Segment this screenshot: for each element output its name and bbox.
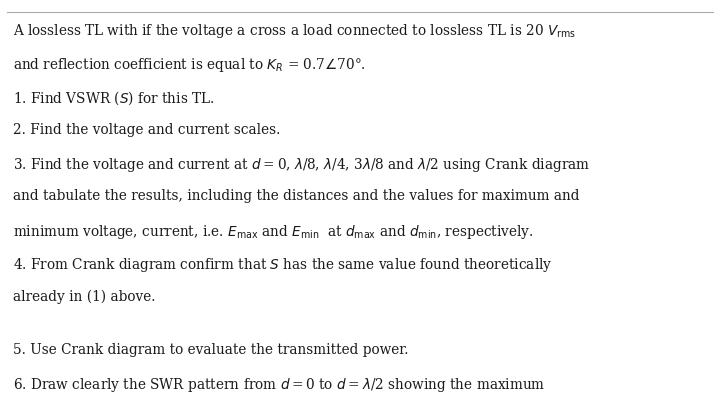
Text: 6. Draw clearly the SWR pattern from $d$ = 0 to $d$ = $\lambda$/2 showing the ma: 6. Draw clearly the SWR pattern from $d$… [13,376,545,394]
Text: A lossless TL with if the voltage a cross a load connected to lossless TL is 20 : A lossless TL with if the voltage a cros… [13,22,576,40]
Text: minimum voltage, current, i.e. $E_{\mathrm{max}}$ and $E_{\mathrm{min}}$  at $d_: minimum voltage, current, i.e. $E_{\math… [13,223,534,241]
Text: 5. Use Crank diagram to evaluate the transmitted power.: 5. Use Crank diagram to evaluate the tra… [13,343,408,357]
Text: already in (1) above.: already in (1) above. [13,289,156,304]
Text: and reflection coefficient is equal to $K_R$ = 0.7$\angle$70°.: and reflection coefficient is equal to $… [13,56,366,74]
Text: 2. Find the voltage and current scales.: 2. Find the voltage and current scales. [13,123,280,136]
Text: 4. From Crank diagram confirm that $S$ has the same value found theoretically: 4. From Crank diagram confirm that $S$ h… [13,256,552,274]
Text: 3. Find the voltage and current at $d$ = 0, $\lambda$/8, $\lambda$/4, 3$\lambda$: 3. Find the voltage and current at $d$ =… [13,156,590,174]
Text: 1. Find VSWR ($S$) for this TL.: 1. Find VSWR ($S$) for this TL. [13,89,215,107]
Text: and tabulate the results, including the distances and the values for maximum and: and tabulate the results, including the … [13,189,580,203]
